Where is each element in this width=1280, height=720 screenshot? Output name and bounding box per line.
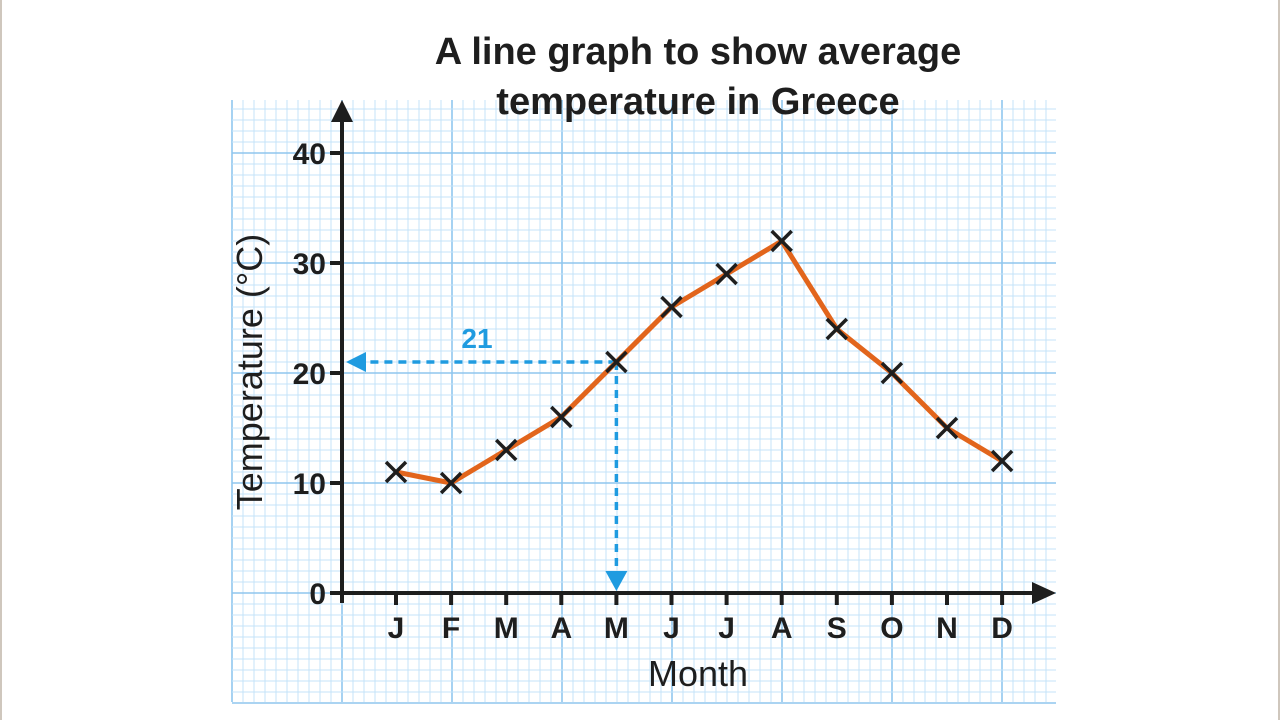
marker-stroke [605,350,628,374]
annotation-label: 21 [461,323,492,354]
y-tick-label: 20 [293,358,326,391]
data-point-marker [494,438,518,462]
x-tick-label: O [880,612,903,645]
data-series [384,229,1014,495]
data-point-marker [770,229,793,253]
x-axis-arrow [1032,582,1056,604]
marker-stroke [384,460,408,484]
y-tick-label: 10 [293,468,326,501]
annotation-left-arrow [346,352,366,372]
annotation-down-arrow [605,571,628,591]
data-point-marker [990,449,1014,473]
axes [330,100,1056,605]
y-tick-label: 40 [293,138,326,171]
data-point-marker [880,361,904,385]
x-tick-label: N [936,612,958,645]
data-point-marker [715,262,738,286]
y-axis-title: Temperature (°C) [229,234,270,510]
x-tick-label: J [663,612,680,645]
data-point-marker [550,405,573,429]
x-tick-label: F [442,612,460,645]
marker-stroke [715,262,738,286]
x-tick-label: A [771,612,793,645]
chart-title-line-1: A line graph to show average [435,31,962,73]
marker-stroke [550,405,573,429]
x-tick-label: J [718,612,735,645]
marker-stroke [935,416,959,440]
x-tick-label: J [388,612,405,645]
data-point-marker [439,471,463,495]
frame-left-border [0,0,2,720]
data-point-marker [384,460,408,484]
data-point-marker [825,317,849,341]
y-axis-arrow [331,100,353,122]
marker-stroke [660,295,683,319]
marker-stroke [439,471,463,495]
marker-stroke [494,438,518,462]
x-axis-title: Month [648,653,748,694]
y-tick-label: 30 [293,248,326,281]
x-tick-label: S [827,612,847,645]
marker-stroke [770,229,793,253]
x-tick-label: M [494,612,519,645]
x-tick-label: D [991,612,1013,645]
data-point-marker [935,416,959,440]
x-tick-label: A [550,612,572,645]
marker-stroke [880,361,904,385]
chart-title-line-2: temperature in Greece [496,81,899,123]
reading-annotation: 21 [346,323,628,591]
graph-paper-grid [231,100,1056,704]
y-tick-label: 0 [309,578,326,611]
marker-stroke [825,317,849,341]
marker-stroke [990,449,1014,473]
data-point-marker [605,350,628,374]
frame-right-border [1278,0,1280,720]
data-point-marker [660,295,683,319]
x-tick-label: M [604,612,629,645]
